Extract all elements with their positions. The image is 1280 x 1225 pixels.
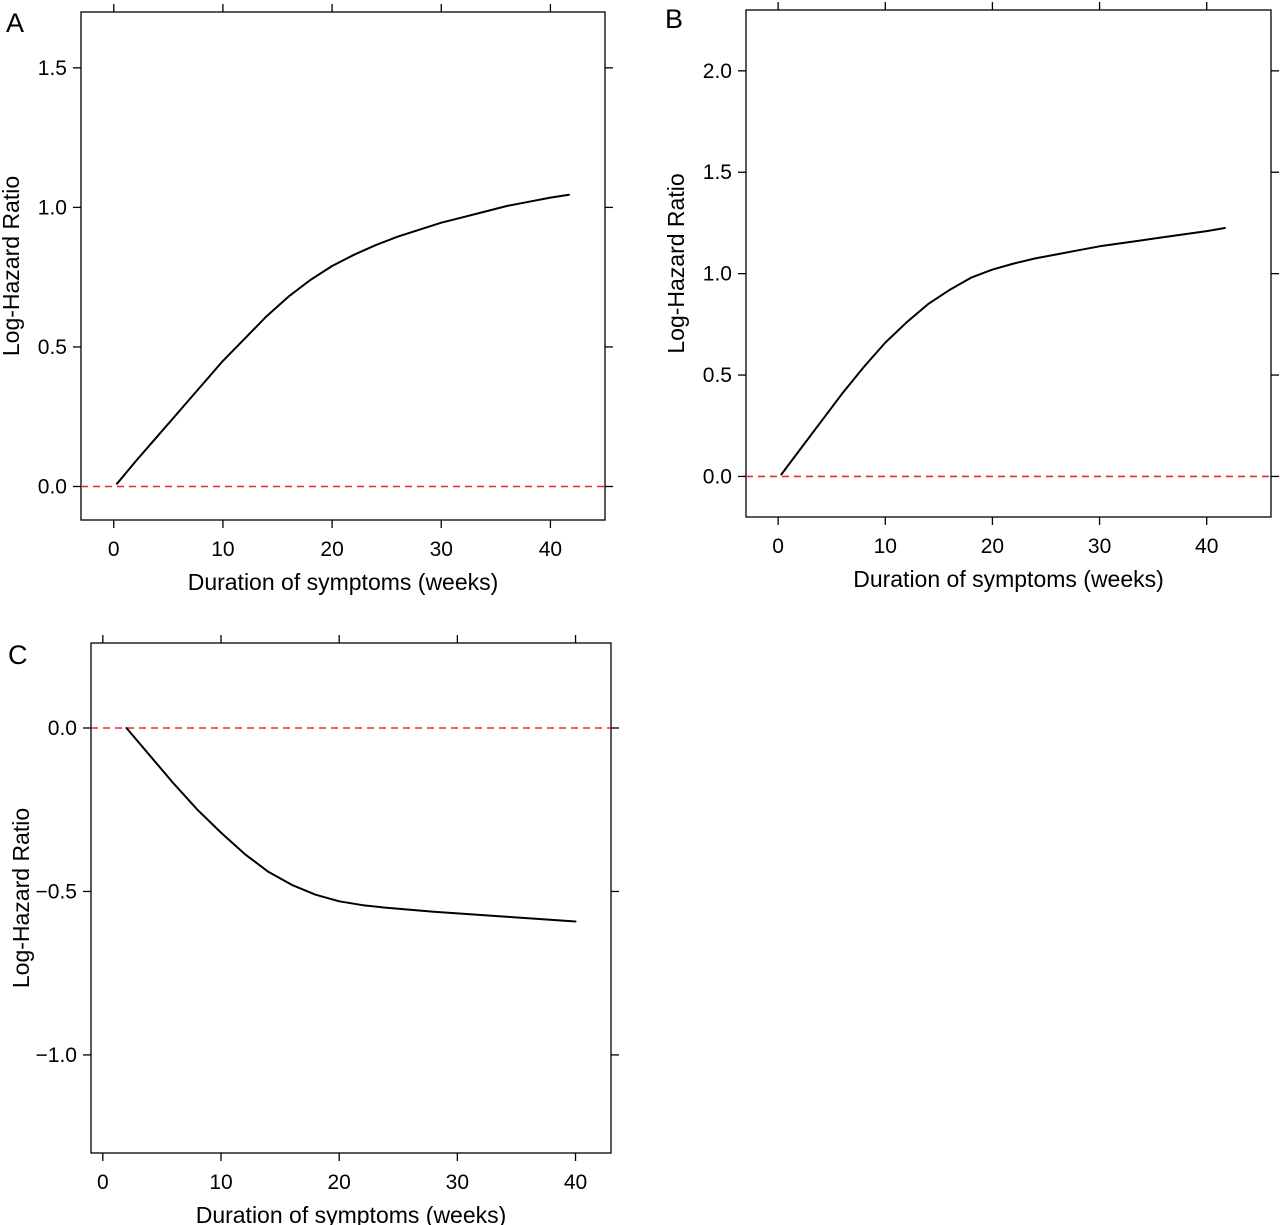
x-tick-label: 30 [430, 538, 453, 561]
y-tick-label: 1.0 [38, 196, 67, 219]
x-tick-label: 40 [1195, 535, 1218, 558]
panel-letter: A [6, 8, 24, 38]
x-tick-label: 10 [209, 1171, 232, 1194]
x-tick-label: 0 [772, 535, 784, 558]
panel-a: 0 10 20 30 40 0.0 0.5 1.0 1.5 Duration of symptom… [0, 4, 613, 595]
y-tick-label: 0.5 [703, 364, 732, 387]
y-tick-label: 0.0 [703, 465, 732, 488]
panel-letter: B [665, 4, 683, 34]
x-axis-label: Duration of symptoms (weeks) [853, 566, 1164, 592]
x-tick-label: 0 [97, 1171, 109, 1194]
series-line [125, 727, 577, 923]
panel-c: 0 10 20 30 40 −1.0 −0.5 0.0 Duration of symptoms… [8, 635, 619, 1225]
plot-frame [745, 9, 1272, 518]
series-line [780, 227, 1226, 476]
panel-letter: C [8, 640, 28, 670]
x-tick-label: 10 [874, 535, 897, 558]
x-tick-label: 10 [211, 538, 234, 561]
y-tick-label: 0.5 [38, 336, 67, 359]
panel-b: 0 10 20 30 40 0.0 0.5 1.0 1.5 2.0 Duration of symp… [663, 2, 1279, 592]
series-line [116, 193, 570, 485]
x-tick-label: 30 [446, 1171, 469, 1194]
x-tick-label: 20 [328, 1171, 351, 1194]
x-tick-label: 40 [539, 538, 562, 561]
y-tick-label: 0.0 [38, 476, 67, 499]
y-tick-label: 1.0 [703, 263, 732, 286]
y-tick-label: −1.0 [36, 1044, 77, 1067]
plot-frame [90, 642, 612, 1154]
y-tick-label: 1.5 [38, 57, 67, 80]
y-tick-label: −0.5 [36, 880, 77, 903]
x-tick-label: 20 [981, 535, 1004, 558]
x-tick-label: 40 [564, 1171, 587, 1194]
y-tick-label: 1.5 [703, 161, 732, 184]
x-tick-label: 30 [1088, 535, 1111, 558]
y-axis-label: Log-Hazard Ratio [0, 176, 24, 356]
y-tick-label: 2.0 [703, 60, 732, 83]
y-tick-label: 0.0 [48, 717, 77, 740]
x-axis-label: Duration of symptoms (weeks) [188, 569, 499, 595]
x-axis-label: Duration of symptoms (weeks) [196, 1202, 507, 1225]
x-tick-label: 0 [108, 538, 120, 561]
y-axis-label: Log-Hazard Ratio [8, 808, 34, 988]
y-axis-label: Log-Hazard Ratio [663, 173, 689, 353]
x-tick-label: 20 [320, 538, 343, 561]
plot-frame [80, 11, 606, 521]
